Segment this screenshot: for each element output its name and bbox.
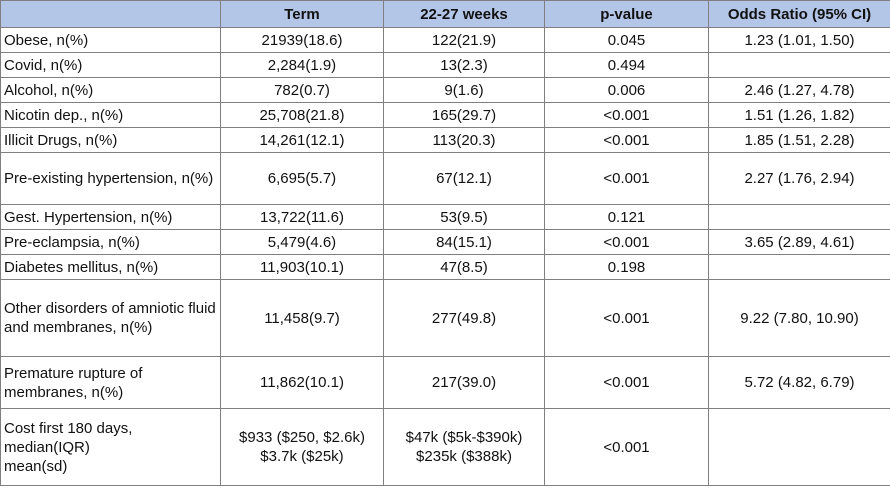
- weeks-cell: 13(2.3): [383, 52, 545, 78]
- row-label: Pre-existing hypertension, n(%): [0, 152, 221, 205]
- odds-ratio-cell: 3.65 (2.89, 4.61): [708, 229, 890, 255]
- row-label: Obese, n(%): [0, 27, 221, 53]
- table-row: Pre-existing hypertension, n(%) 6,695(5.…: [0, 152, 890, 205]
- weeks-cell: 84(15.1): [383, 229, 545, 255]
- odds-ratio-cell: 2.27 (1.76, 2.94): [708, 152, 890, 205]
- odds-ratio-cell: [708, 52, 890, 78]
- weeks-cell: 113(20.3): [383, 127, 545, 153]
- p-value-cell: <0.001: [544, 408, 709, 486]
- weeks-cell: 67(12.1): [383, 152, 545, 205]
- p-value-cell: 0.006: [544, 77, 709, 103]
- odds-ratio-cell: 5.72 (4.82, 6.79): [708, 356, 890, 409]
- weeks-cell: 122(21.9): [383, 27, 545, 53]
- table-row: Obese, n(%) 21939(18.6) 122(21.9) 0.045 …: [0, 27, 890, 53]
- cost-weeks-line: $47k ($5k-$390k): [405, 429, 523, 446]
- row-label: Nicotin dep., n(%): [0, 102, 221, 128]
- term-cell: 21939(18.6): [220, 27, 384, 53]
- term-cell: 11,862(10.1): [220, 356, 384, 409]
- odds-ratio-cell: 1.85 (1.51, 2.28): [708, 127, 890, 153]
- p-value-cell: 0.045: [544, 27, 709, 53]
- weeks-cell: 165(29.7): [383, 102, 545, 128]
- header-row: Term 22-27 weeks p-value Odds Ratio (95%…: [0, 0, 890, 28]
- cost-label-line: Cost first 180 days,: [4, 419, 133, 437]
- term-cell: 2,284(1.9): [220, 52, 384, 78]
- cost-weeks-line: $235k ($388k): [416, 448, 512, 465]
- row-label: Diabetes mellitus, n(%): [0, 254, 221, 280]
- odds-ratio-cell: 1.51 (1.26, 1.82): [708, 102, 890, 128]
- p-value-cell: <0.001: [544, 356, 709, 409]
- term-cell: 5,479(4.6): [220, 229, 384, 255]
- weeks-cell: $47k ($5k-$390k) $235k ($388k): [383, 408, 545, 486]
- table-row: Diabetes mellitus, n(%) 11,903(10.1) 47(…: [0, 254, 890, 280]
- row-label: Illicit Drugs, n(%): [0, 127, 221, 153]
- term-cell: $933 ($250, $2.6k) $3.7k ($25k): [220, 408, 384, 486]
- odds-ratio-cell: [708, 254, 890, 280]
- p-value-cell: <0.001: [544, 152, 709, 205]
- term-cell: 6,695(5.7): [220, 152, 384, 205]
- cost-term-line: $3.7k ($25k): [260, 448, 344, 465]
- p-value-cell: <0.001: [544, 102, 709, 128]
- row-label: Covid, n(%): [0, 52, 221, 78]
- row-label: Gest. Hypertension, n(%): [0, 204, 221, 230]
- p-value-cell: 0.198: [544, 254, 709, 280]
- weeks-cell: 217(39.0): [383, 356, 545, 409]
- table-row: Pre-eclampsia, n(%) 5,479(4.6) 84(15.1) …: [0, 229, 890, 255]
- header-label: [0, 0, 221, 28]
- odds-ratio-cell: 2.46 (1.27, 4.78): [708, 77, 890, 103]
- p-value-cell: 0.121: [544, 204, 709, 230]
- cost-term-line: $933 ($250, $2.6k): [239, 429, 365, 446]
- p-value-cell: <0.001: [544, 127, 709, 153]
- odds-ratio-cell: [708, 408, 890, 486]
- weeks-cell: 277(49.8): [383, 279, 545, 357]
- weeks-cell: 9(1.6): [383, 77, 545, 103]
- table-row: Covid, n(%) 2,284(1.9) 13(2.3) 0.494: [0, 52, 890, 78]
- row-label: Premature rupture of membranes, n(%): [0, 356, 221, 409]
- table-row: Other disorders of amniotic fluid and me…: [0, 279, 890, 357]
- table-row: Alcohol, n(%) 782(0.7) 9(1.6) 0.006 2.46…: [0, 77, 890, 103]
- term-cell: 25,708(21.8): [220, 102, 384, 128]
- term-cell: 11,903(10.1): [220, 254, 384, 280]
- weeks-cell: 53(9.5): [383, 204, 545, 230]
- header-term: Term: [220, 0, 384, 28]
- table-row: Nicotin dep., n(%) 25,708(21.8) 165(29.7…: [0, 102, 890, 128]
- cost-label-line: mean(sd): [4, 457, 68, 475]
- row-label: Pre-eclampsia, n(%): [0, 229, 221, 255]
- p-value-cell: <0.001: [544, 279, 709, 357]
- cost-label-line: median(IQR): [4, 438, 90, 456]
- table-row: Illicit Drugs, n(%) 14,261(12.1) 113(20.…: [0, 127, 890, 153]
- header-odds-ratio: Odds Ratio (95% CI): [708, 0, 890, 28]
- header-p-value: p-value: [544, 0, 709, 28]
- odds-ratio-cell: 9.22 (7.80, 10.90): [708, 279, 890, 357]
- term-cell: 14,261(12.1): [220, 127, 384, 153]
- odds-ratio-cell: 1.23 (1.01, 1.50): [708, 27, 890, 53]
- term-cell: 13,722(11.6): [220, 204, 384, 230]
- table-row: Premature rupture of membranes, n(%) 11,…: [0, 356, 890, 409]
- row-label: Alcohol, n(%): [0, 77, 221, 103]
- table-row-cost: Cost first 180 days, median(IQR) mean(sd…: [0, 408, 890, 486]
- row-label: Cost first 180 days, median(IQR) mean(sd…: [0, 408, 221, 486]
- odds-ratio-cell: [708, 204, 890, 230]
- term-cell: 11,458(9.7): [220, 279, 384, 357]
- p-value-cell: 0.494: [544, 52, 709, 78]
- weeks-cell: 47(8.5): [383, 254, 545, 280]
- p-value-cell: <0.001: [544, 229, 709, 255]
- term-cell: 782(0.7): [220, 77, 384, 103]
- row-label: Other disorders of amniotic fluid and me…: [0, 279, 221, 357]
- header-22-27-weeks: 22-27 weeks: [383, 0, 545, 28]
- table-row: Gest. Hypertension, n(%) 13,722(11.6) 53…: [0, 204, 890, 230]
